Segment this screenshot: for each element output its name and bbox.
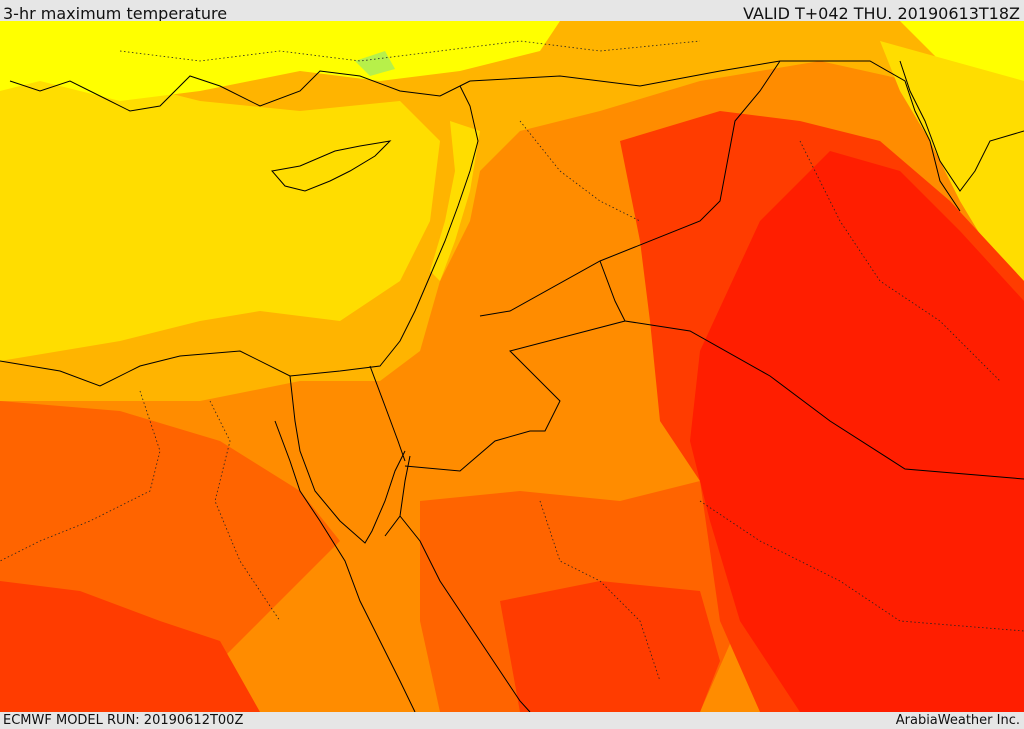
coast-red-sea-west [274,420,416,712]
map-footer: ECMWF MODEL RUN: 20190612T00Z ArabiaWeat… [0,712,1024,729]
coast-aqaba [384,455,411,537]
temperature-map[interactable] [0,21,1024,712]
admin-line-saudi-2 [699,500,1024,632]
coast-turkey [9,70,471,112]
mountains-cool-area [355,51,395,76]
coast-sinai-west [289,375,406,544]
egypt-red-orange-area [0,581,260,712]
coast-saudi-west [399,515,531,712]
admin-boundaries [0,40,1024,682]
temperature-map-canvas [0,21,1024,712]
map-header: 3-hr maximum temperature VALID T+042 THU… [0,0,1024,23]
model-run-label: ECMWF MODEL RUN: 20190612T00Z [3,713,244,728]
valid-time-label: VALID T+042 THU. 20190613T18Z [743,4,1020,23]
coast-gulf [899,60,1024,192]
saudi-red-orange-area [500,581,720,712]
border-jordan [404,260,626,472]
border-iraq-iran [780,60,961,212]
border-egypt-israel [369,365,406,462]
map-title: 3-hr maximum temperature [3,4,228,23]
border-iraq-saudi [624,320,1024,480]
coastlines [0,60,1024,712]
credit-label: ArabiaWeather Inc. [895,713,1020,728]
border-syria-turkey [469,60,781,87]
admin-line-syria [519,120,641,222]
coast-cyprus [271,140,392,192]
border-syria-iraq [479,60,781,317]
country-borders [369,60,1024,480]
east-red-area [690,151,1024,712]
red-sea-area [340,541,440,712]
mediterranean-yellow-area [0,81,440,361]
ne-yellow-area [880,41,1024,281]
admin-line-egypt [0,390,161,562]
north-light-yellow-area [0,21,560,101]
levant-yellow-area [430,121,480,281]
coast-mediterranean [0,85,479,387]
